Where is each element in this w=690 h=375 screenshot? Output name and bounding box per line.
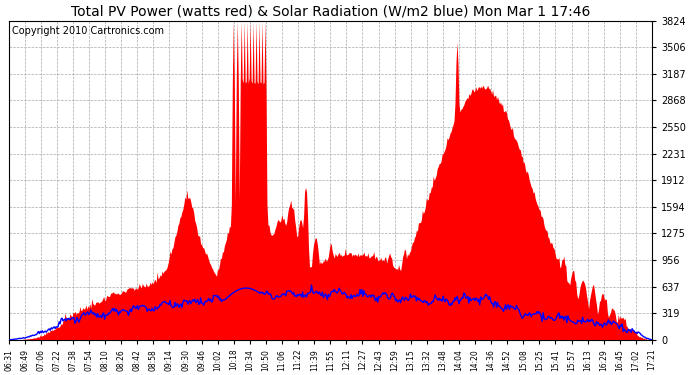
Title: Total PV Power (watts red) & Solar Radiation (W/m2 blue) Mon Mar 1 17:46: Total PV Power (watts red) & Solar Radia…: [70, 4, 590, 18]
Text: Copyright 2010 Cartronics.com: Copyright 2010 Cartronics.com: [12, 26, 164, 36]
